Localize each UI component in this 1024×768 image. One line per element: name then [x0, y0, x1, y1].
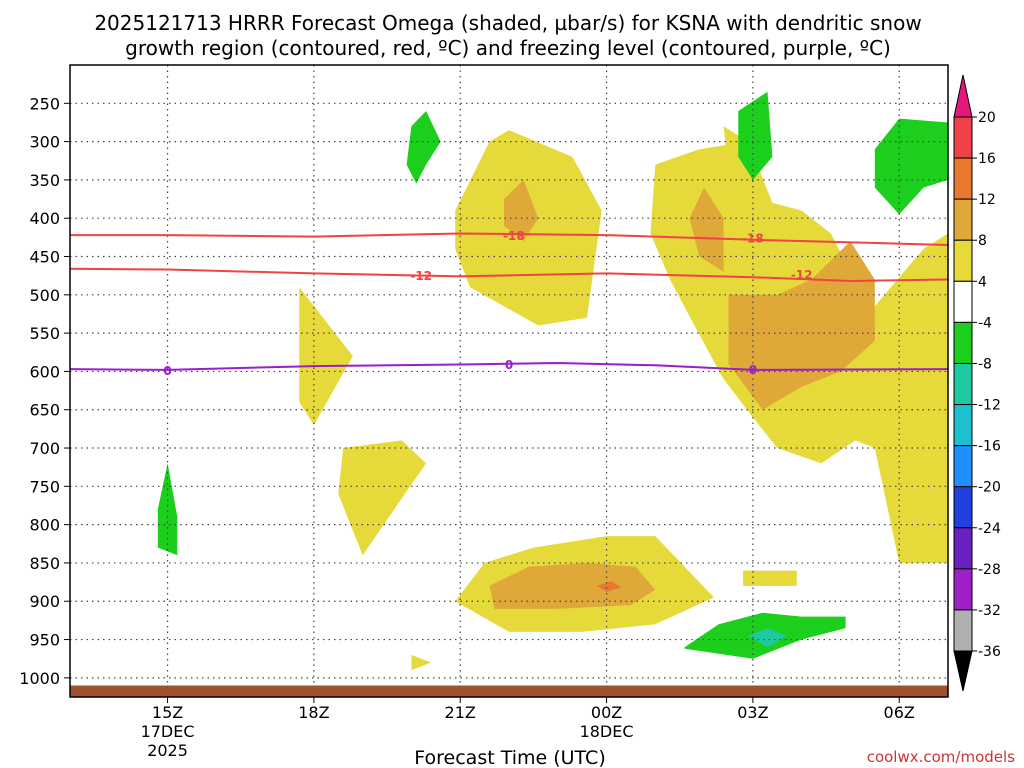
- omega-region-8_12: [489, 562, 656, 609]
- omega-region--12_-8: [748, 628, 787, 648]
- omega-region-8_12: [728, 241, 875, 410]
- ytick-label: 750: [29, 477, 60, 496]
- ytick-label: 300: [29, 133, 60, 152]
- ytick-label: 800: [29, 516, 60, 535]
- ytick-label: 700: [29, 439, 60, 458]
- x-axis-label: Forecast Time (UTC): [414, 747, 605, 768]
- ytick-label: 900: [29, 592, 60, 611]
- plot-area: -18 -18 -12 -12 0 0 0: [69, 64, 949, 698]
- xtick-date: 17DEC: [141, 722, 195, 741]
- colorbar-swatch: [953, 404, 973, 447]
- contour-label: -18: [503, 229, 525, 243]
- chart-title-line1: 2025121713 HRRR Forecast Omega (shaded, …: [94, 11, 921, 35]
- xtick-label: 06Z: [884, 703, 915, 722]
- ytick-label: 450: [29, 248, 60, 267]
- colorbar-top-arrow: [953, 74, 973, 118]
- pressure-axis: 250 300 350 400 450 500 550 600 650 700 750 800 850 9…: [19, 94, 70, 688]
- colorbar-label: -8: [978, 356, 992, 372]
- colorbar-label: 4: [978, 274, 987, 290]
- ytick-label: 250: [29, 94, 60, 113]
- temperature-contours: -18 -18 -12 -12 0 0 0: [69, 229, 949, 378]
- omega-region-4_8: [743, 570, 797, 586]
- contour-label: 0: [505, 358, 513, 372]
- omega-region-12_16: [596, 581, 622, 592]
- colorbar-swatch: [953, 280, 973, 323]
- colorbar-label: 16: [978, 151, 996, 167]
- ytick-label: 400: [29, 209, 60, 228]
- ytick-label: 850: [29, 554, 60, 573]
- omega-region-8_12: [689, 187, 724, 272]
- colorbar-label: -12: [978, 398, 1001, 414]
- omega-region-4_8: [338, 440, 427, 556]
- contour-label: 0: [749, 363, 757, 377]
- colorbar-label: -4: [978, 315, 992, 331]
- colorbar-swatch: [953, 321, 973, 364]
- pressure-gridlines: [70, 102, 948, 679]
- xtick-label: 21Z: [445, 703, 476, 722]
- colorbar-label: -20: [978, 480, 1001, 496]
- xtick-date: 18DEC: [580, 722, 634, 741]
- contour-label: -18: [742, 231, 764, 245]
- omega-region--8_-4: [738, 91, 773, 180]
- xtick-label: 00Z: [591, 703, 622, 722]
- colorbar-label: -24: [978, 521, 1001, 537]
- colorbar-swatch: [953, 486, 973, 529]
- ytick-label: 1000: [19, 669, 60, 688]
- time-gridlines: [166, 65, 900, 697]
- colorbar-swatch: [953, 198, 973, 241]
- ytick-label: 950: [29, 631, 60, 650]
- xtick-year: 2025: [147, 741, 188, 760]
- contour-line--12: [69, 267, 949, 283]
- colorbar-swatch: [953, 157, 973, 200]
- omega-region-4_8: [723, 126, 753, 169]
- contour-line--18: [70, 232, 949, 246]
- surface-terrain-band: [70, 685, 948, 697]
- ytick-label: 350: [29, 171, 60, 190]
- omega-shaded-regions: [157, 91, 948, 671]
- colorbar-label: 20: [978, 110, 996, 126]
- omega-region--8_-4: [874, 118, 948, 215]
- colorbar-swatch: [953, 362, 973, 406]
- credit-text: coolwx.com/models: [867, 748, 1015, 766]
- colorbar-label: 12: [978, 192, 996, 208]
- contour-label: -12: [791, 268, 813, 282]
- plot-frame: [69, 64, 949, 698]
- contour-label: -12: [410, 269, 432, 283]
- ytick-label: 650: [29, 401, 60, 420]
- contour-line-0: [69, 361, 949, 371]
- colorbar-bottom-arrow: [953, 650, 973, 692]
- colorbar-swatch: [953, 445, 973, 488]
- colorbar-swatch: [953, 609, 973, 652]
- omega-region-4_8: [299, 287, 353, 425]
- colorbar-label: -36: [978, 644, 1001, 660]
- colorbar-swatch: [953, 116, 973, 159]
- colorbar-swatch: [953, 568, 973, 611]
- chart-title-line2: growth region (contoured, red, ºC) and f…: [125, 36, 891, 60]
- colorbar-label: -16: [978, 439, 1001, 455]
- omega-region-4_8: [411, 654, 431, 671]
- omega-colorbar: 20 16 12 8 4 -4 -8 -12 -16 -20 -24 -28 -32 -36: [953, 74, 1001, 692]
- ytick-label: 500: [29, 286, 60, 305]
- colorbar-label: -28: [978, 562, 1001, 578]
- xtick-label: 15Z: [152, 703, 183, 722]
- xtick-label: 03Z: [737, 703, 768, 722]
- colorbar-label: -32: [978, 603, 1001, 619]
- xtick-label: 18Z: [298, 703, 329, 722]
- contour-label: 0: [163, 364, 171, 378]
- colorbar-swatch: [953, 527, 973, 570]
- colorbar-swatch: [953, 239, 973, 282]
- omega-region--8_-4: [406, 111, 441, 184]
- colorbar-label: 8: [978, 233, 987, 249]
- ytick-label: 550: [29, 324, 60, 343]
- omega-region--8_-4: [157, 463, 178, 556]
- omega-region-8_12: [504, 179, 539, 242]
- ytick-label: 600: [29, 362, 60, 381]
